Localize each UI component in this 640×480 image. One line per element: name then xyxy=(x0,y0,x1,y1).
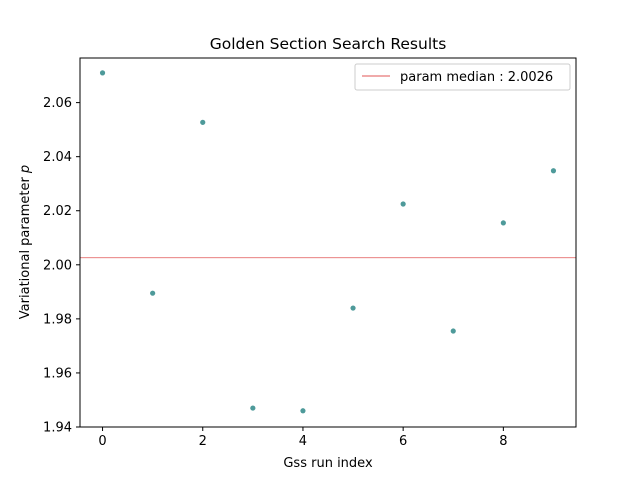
data-point xyxy=(250,405,256,411)
legend: param median : 2.0026 xyxy=(354,63,571,91)
chart-title: Golden Section Search Results xyxy=(210,35,447,53)
data-point xyxy=(200,119,206,125)
y-tick-label: 2.06 xyxy=(43,96,72,111)
data-point xyxy=(450,328,456,334)
x-axis-label: Gss run index xyxy=(283,456,373,471)
y-tick-label: 1.94 xyxy=(43,421,72,436)
data-point xyxy=(99,70,106,76)
data-point xyxy=(300,408,306,414)
data-point xyxy=(550,168,557,174)
y-axis-ticks: 1.94 1.96 1.98 2.00 2.02 2.04 2.06 xyxy=(43,96,80,436)
x-axis-ticks: 0 2 4 6 8 xyxy=(98,427,507,449)
x-tick-label: 2 xyxy=(199,434,207,449)
axes-frame xyxy=(79,57,577,428)
legend-box xyxy=(354,63,571,91)
y-tick-label: 2.02 xyxy=(43,204,72,219)
plot-area xyxy=(80,70,576,414)
legend-entry-median: param median : 2.0026 xyxy=(400,70,553,85)
y-axis-label: Variational parameter p xyxy=(18,165,33,319)
y-tick-label: 2.00 xyxy=(43,258,72,273)
y-tick-label: 2.04 xyxy=(43,150,72,165)
x-tick-label: 6 xyxy=(399,434,407,449)
y-tick-label: 1.98 xyxy=(43,312,72,327)
y-tick-label: 1.96 xyxy=(43,366,72,381)
x-tick-label: 4 xyxy=(299,434,307,449)
data-point xyxy=(150,290,156,296)
x-tick-label: 0 xyxy=(98,434,106,449)
data-point xyxy=(350,305,356,311)
x-tick-label: 8 xyxy=(499,434,507,449)
data-point xyxy=(400,201,406,207)
data-point xyxy=(500,220,506,226)
